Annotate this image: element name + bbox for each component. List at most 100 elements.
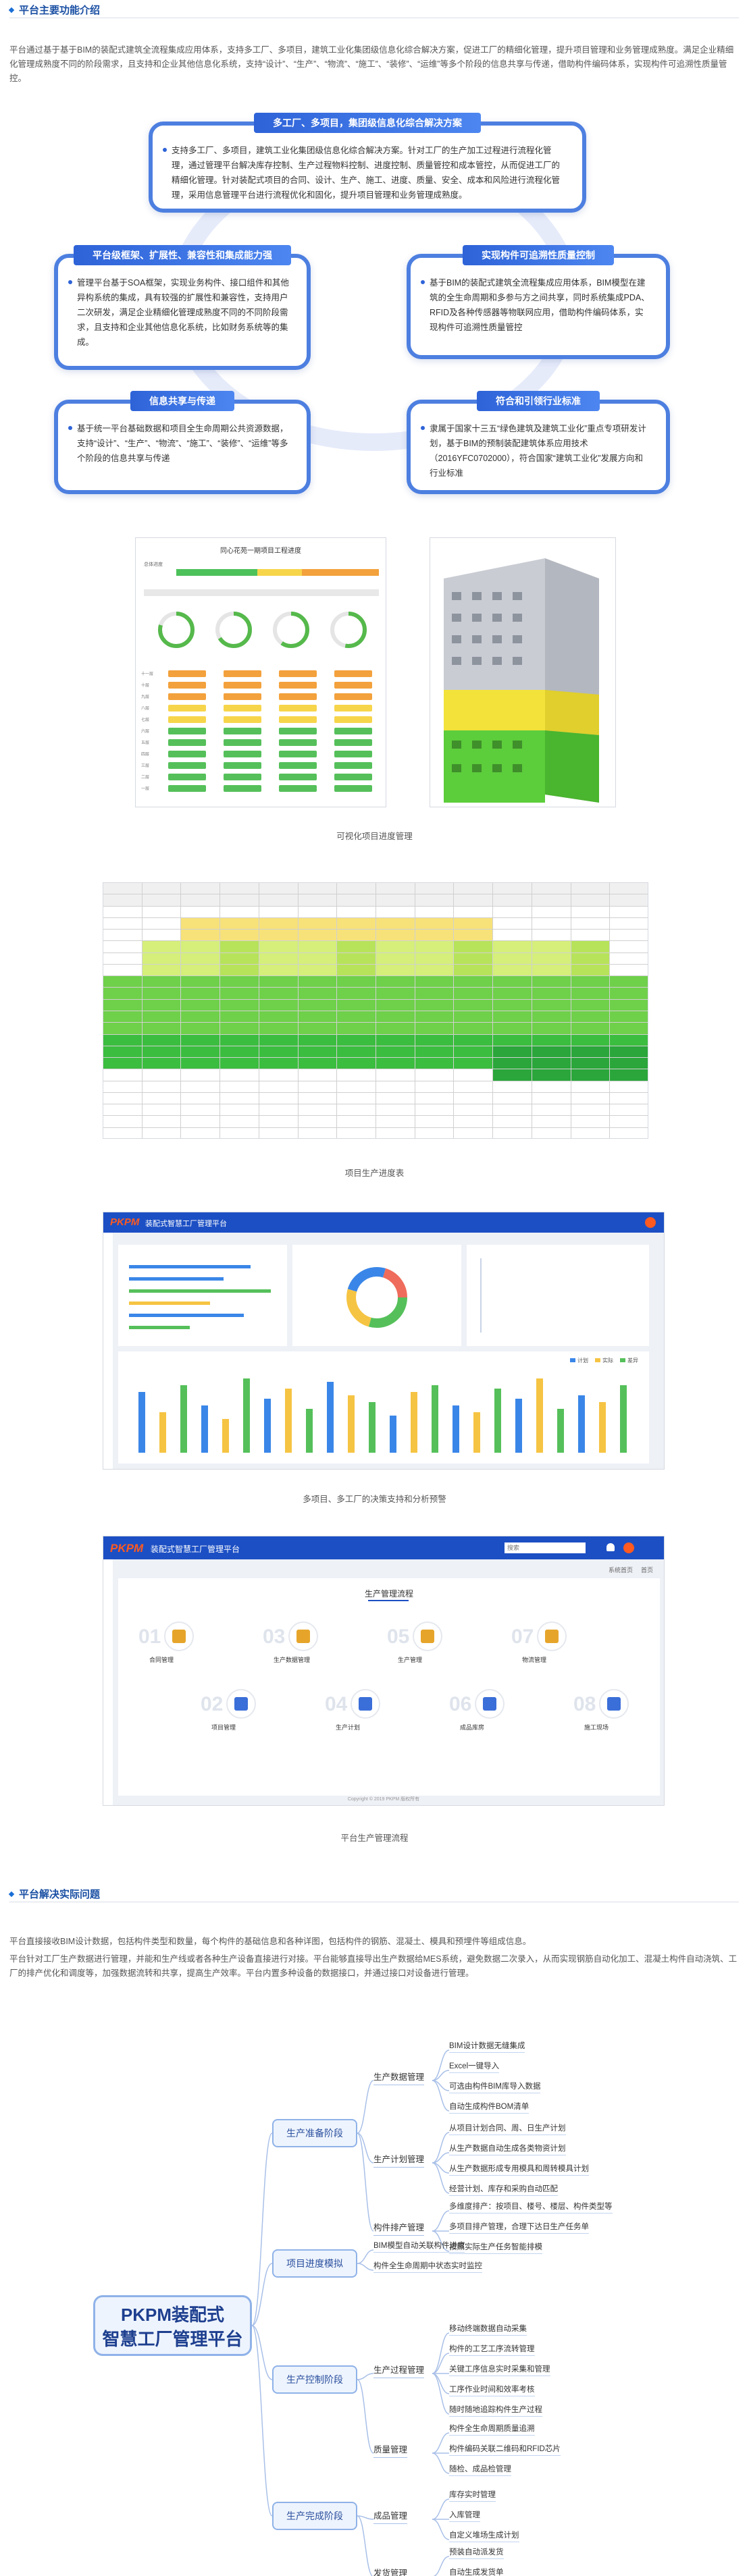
floor-cell (279, 693, 317, 700)
user-avatar[interactable] (645, 1217, 656, 1228)
schedule-cell (142, 1081, 182, 1093)
connector-line (432, 2373, 450, 2394)
schedule-cell (337, 1127, 376, 1138)
connector-line (432, 2080, 450, 2091)
schedule-cell (337, 999, 376, 1011)
schedule-cell (493, 952, 532, 965)
caption-flow: 平台生产管理流程 (340, 1833, 409, 1843)
schedule-cell (532, 1069, 571, 1081)
schedule-cell (493, 894, 532, 907)
schedule-cell (571, 883, 611, 895)
column-bar (327, 1382, 334, 1453)
section-title-features: 平台主要功能介绍 (8, 3, 100, 17)
schedule-cell (454, 964, 494, 977)
schedule-cell (181, 1069, 221, 1081)
section-title-problems: 平台解决实际问题 (8, 1887, 100, 1901)
card-left2-text: 基于统一平台基础数据和项目全生命周期公共资源数据，支持“设计”、“生产”、“物流… (77, 424, 288, 463)
schedule-cell (103, 1092, 143, 1105)
bell-icon[interactable] (606, 1543, 615, 1551)
schedule-cell (454, 999, 494, 1011)
schedule-cell (220, 883, 259, 895)
tab-production-flow[interactable]: 生产管理流程 (364, 1589, 413, 1599)
connector-line (251, 2325, 273, 2517)
floor-cell (224, 739, 261, 746)
mindmap-group: 发货管理 (373, 2566, 407, 2576)
schedule-cell (415, 894, 455, 907)
schedule-cell (415, 1023, 455, 1035)
schedule-cell (493, 883, 532, 895)
schedule-cell (415, 964, 455, 977)
schedule-cell (532, 1011, 571, 1023)
flow-panel: 生产管理流程 01 合同管理 02 项目管理 03 生产数据管理 04 生产计划 05 生产管理 0… (118, 1578, 660, 1796)
floor-label: 五层 (141, 741, 150, 745)
mindmap-item: 多项目排产管理，合理下达日生产任务单 (449, 2221, 589, 2234)
mindmap-item: 构件全生命周期中状态实时监控 (373, 2260, 482, 2273)
schedule-cell (415, 1092, 455, 1105)
column-bar (620, 1385, 627, 1453)
schedule-cell (103, 1104, 143, 1117)
mindmap-item: 移动终端数据自动采集 (449, 2323, 527, 2336)
mindmap-item: 构件编码关联二维码和RFID芯片 (449, 2443, 561, 2456)
schedule-cell (376, 1127, 415, 1138)
schedule-cell (454, 1116, 494, 1128)
schedule-cell (142, 930, 182, 942)
schedule-cell (376, 1104, 415, 1117)
schedule-cell (493, 1104, 532, 1117)
flow-step-icon[interactable] (226, 1689, 256, 1719)
card-left2-title: 信息共享与传递 (130, 391, 234, 411)
connector-line (432, 2498, 450, 2520)
search-input[interactable] (505, 1542, 586, 1553)
schedule-cell (259, 941, 299, 953)
flow-step-icon[interactable] (164, 1621, 194, 1651)
breadcrumb-current[interactable]: 首页 (640, 1567, 653, 1574)
connector-line (357, 2379, 374, 2454)
schedule-cell (259, 1034, 299, 1046)
mindmap-item: BIM模型自动关联构件进度 (373, 2240, 465, 2253)
floor-cell (334, 728, 372, 734)
schedule-cell (454, 917, 494, 930)
floor-cell (224, 716, 261, 723)
schedule-cell (259, 988, 299, 1000)
column-bars (138, 1378, 627, 1453)
schedule-cell (454, 1104, 494, 1117)
schedule-cell (571, 917, 611, 930)
flow-step-icon[interactable] (351, 1689, 380, 1719)
connector-line (432, 2132, 450, 2164)
schedule-cell (376, 964, 415, 977)
floor-label: 一层 (141, 787, 150, 791)
connector-line (432, 2070, 450, 2081)
floor-label: 七层 (141, 718, 150, 722)
schedule-cell (259, 930, 299, 942)
schedule-cell (259, 1046, 299, 1058)
schedule-cell (181, 917, 221, 930)
schedule-cell (337, 1034, 376, 1046)
flow-step-label: 施工现场 (584, 1724, 609, 1731)
schedule-cell (337, 883, 376, 895)
schedule-cell (298, 999, 338, 1011)
floor-cell (279, 751, 317, 757)
schedule-cell (493, 1127, 532, 1138)
schedule-cell (298, 1069, 338, 1081)
schedule-cell (493, 1058, 532, 1070)
schedule-cell (493, 976, 532, 988)
flow-step-icon[interactable] (537, 1621, 567, 1651)
flow-step-icon[interactable] (599, 1689, 629, 1719)
schedule-cell (259, 1069, 299, 1081)
user-avatar[interactable] (623, 1542, 634, 1553)
connector-line (357, 2373, 374, 2380)
floor-cell (334, 682, 372, 689)
floor-cell (168, 693, 206, 700)
schedule-cell (571, 1069, 611, 1081)
flow-step-icon[interactable] (288, 1621, 318, 1651)
schedule-cell (610, 930, 648, 942)
schedule-cell (181, 1011, 221, 1023)
flow-step-icon[interactable] (413, 1621, 442, 1651)
schedule-cell (610, 976, 648, 988)
schedule-cell (571, 999, 611, 1011)
breadcrumb-home[interactable]: 系统首页 (608, 1567, 633, 1574)
side-toolbar (103, 1559, 113, 1805)
column-bar (369, 1402, 376, 1453)
flow-step-icon[interactable] (475, 1689, 505, 1719)
schedule-cell (610, 1034, 648, 1046)
column-bar (264, 1399, 271, 1453)
